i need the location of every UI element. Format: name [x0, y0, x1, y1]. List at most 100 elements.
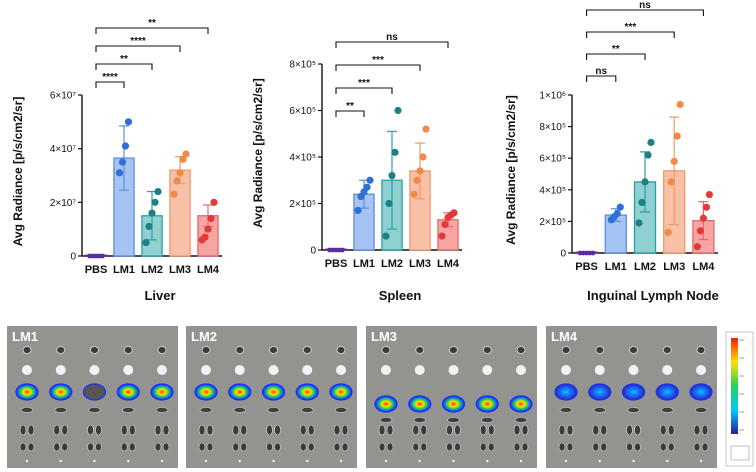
organ-heart: [123, 346, 133, 354]
imaging-panels: LM1 LM2 LM3 LM4: [7, 326, 754, 468]
y-tick-label: 0: [560, 249, 566, 260]
y-tick-label: 8×10⁵: [289, 60, 316, 71]
organ-lymph-node: [232, 442, 240, 452]
organ-spleen: [155, 407, 169, 413]
significance-label: **: [612, 44, 620, 55]
signal-outline: [441, 395, 466, 413]
organ-liver-signal: [83, 384, 106, 400]
data-point-lm4: [210, 198, 218, 206]
organ-lymph-node: [513, 442, 521, 452]
organ-small: [306, 459, 309, 463]
data-point-lm2: [382, 232, 390, 240]
organ-heart: [662, 346, 672, 354]
signal-outline: [509, 395, 533, 413]
data-point-lm2: [142, 238, 150, 247]
organ-liver-signal: [330, 384, 352, 400]
organ-heart: [595, 346, 605, 354]
organ-lymph-node: [162, 442, 170, 452]
chart-liver: 0 2×10⁷ 4×10⁷ 6×10⁷ Avg Radiance [p/s/cm2/sr…: [11, 18, 222, 303]
scale-gradient-bar: [731, 338, 738, 434]
organ-kidney: [307, 424, 315, 436]
organ-spleen: [447, 417, 460, 423]
y-tick-label: 6×10⁵: [539, 154, 566, 165]
organ-liver-signal: [656, 384, 679, 400]
data-point-lm2: [148, 209, 156, 217]
organ-lymph-node: [198, 442, 206, 452]
organ-lymph-node: [206, 442, 214, 452]
signal-outline: [228, 383, 252, 401]
y-tick-label: 0: [70, 252, 76, 263]
significance-label: ***: [358, 78, 370, 89]
organ-lung: [696, 365, 706, 375]
organ-small: [93, 459, 96, 463]
y-tick-label: 2×10⁵: [539, 217, 566, 228]
organ-small: [384, 459, 388, 463]
organ-spleen: [88, 407, 101, 413]
y-tick-label: 2×10⁵: [289, 199, 316, 210]
data-point-lm2: [388, 172, 396, 180]
organ-kidney: [378, 424, 386, 436]
organ-heart: [90, 346, 99, 354]
organ-spleen: [334, 407, 348, 413]
organ-spleen: [514, 417, 528, 423]
organ-lung: [336, 365, 346, 375]
organ-lung: [594, 365, 605, 375]
signal-outline: [475, 395, 499, 413]
organ-lymph-node: [266, 442, 273, 452]
organ-spleen: [379, 417, 393, 423]
organ-heart: [22, 346, 32, 354]
organ-small: [272, 459, 275, 463]
organ-lung: [22, 365, 32, 375]
organ-spleen: [413, 417, 427, 423]
organ-heart: [235, 346, 245, 354]
organ-spleen: [593, 407, 607, 413]
data-point-lm1: [616, 203, 624, 211]
organ-lymph-node: [558, 442, 566, 452]
x-tick-label: LM2: [141, 264, 163, 276]
y-tick-label: 6×10⁷: [50, 91, 77, 102]
x-tick-label: LM4: [437, 258, 460, 270]
signal-outline: [15, 383, 39, 401]
organ-small: [632, 459, 635, 463]
organ-liver-signal: [690, 384, 712, 400]
organ-kidney: [521, 424, 529, 436]
color-scale: [725, 331, 754, 467]
organ-lymph-node: [307, 442, 315, 452]
y-tick-label: 0: [310, 246, 316, 257]
significance-bracket: [586, 75, 617, 82]
organ-lung: [381, 365, 391, 375]
organ-lung: [561, 365, 571, 375]
organ-small: [160, 459, 164, 463]
organ-small: [486, 459, 489, 463]
signal-outline: [295, 383, 319, 401]
data-point-lm4: [705, 190, 714, 199]
organ-small: [339, 459, 343, 463]
signal-outline: [150, 383, 174, 401]
organ-lymph-node: [299, 442, 307, 452]
organ-spleen: [20, 407, 34, 413]
significance-bracket: [586, 53, 646, 60]
organ-kidney: [19, 424, 27, 436]
organ-lung: [157, 365, 167, 375]
organ-liver-signal: [476, 396, 499, 412]
data-point-lm3: [173, 177, 181, 185]
organ-small: [127, 459, 130, 463]
scale-frame: [725, 331, 754, 467]
organ-heart: [561, 346, 571, 354]
organ-heart: [516, 346, 526, 354]
significance-bracket: [95, 63, 153, 70]
organ-small: [564, 459, 568, 463]
organ-liver-signal: [588, 384, 611, 400]
data-point-lm1: [363, 183, 371, 191]
organ-small: [204, 459, 208, 463]
organ-kidney: [420, 424, 428, 436]
signal-outline: [261, 383, 286, 401]
organ-lung: [55, 365, 66, 375]
data-point-lm2: [151, 198, 159, 206]
data-point-lm2: [638, 198, 646, 207]
x-tick-label: LM4: [692, 261, 715, 273]
organ-kidney: [206, 424, 214, 436]
organ-lymph-node: [341, 442, 349, 452]
signal-outline: [194, 383, 218, 401]
organ-lymph-node: [626, 442, 633, 452]
